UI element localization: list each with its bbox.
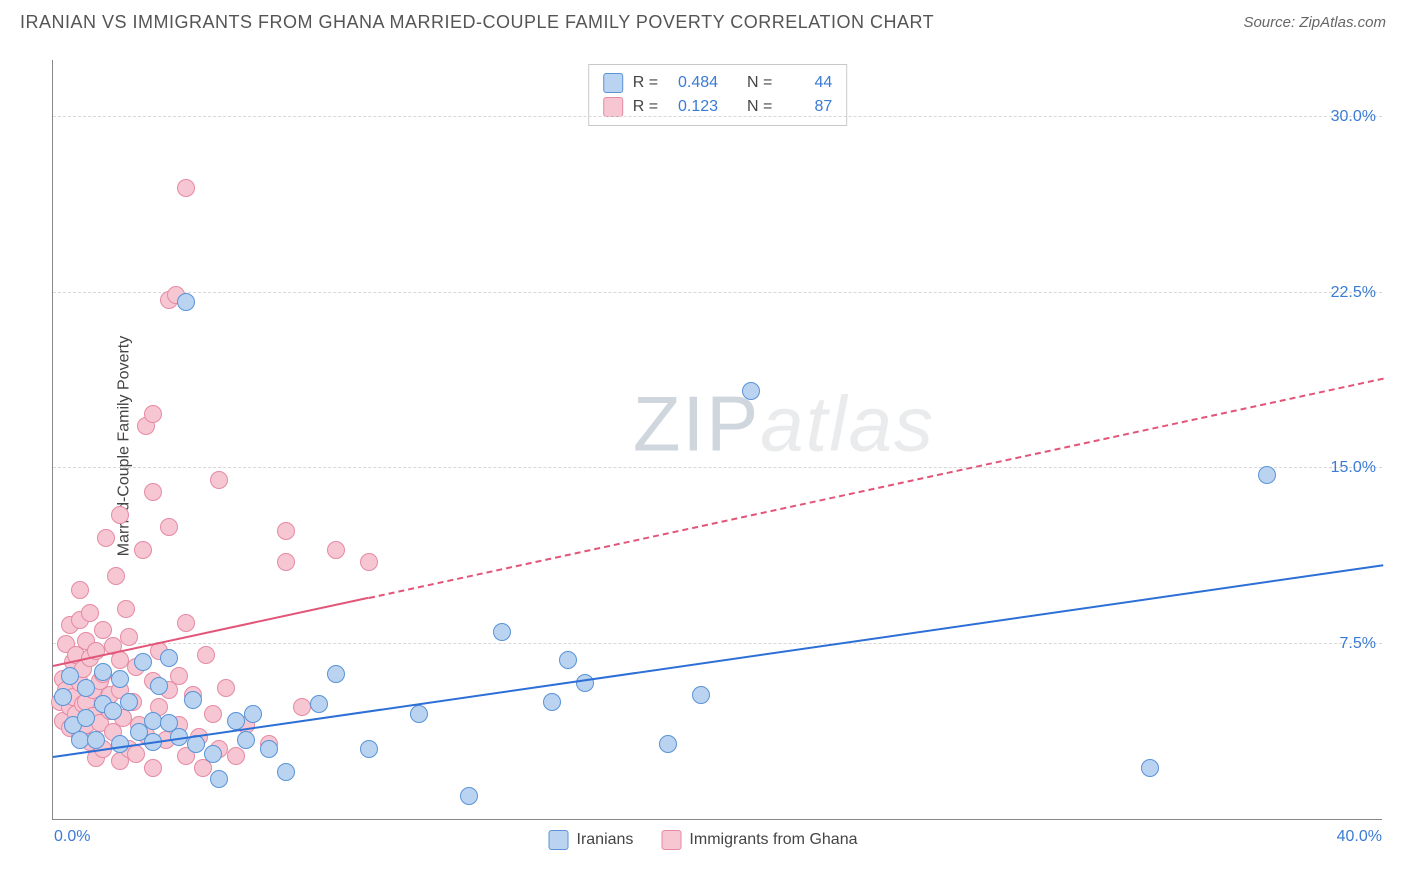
data-point: [104, 702, 122, 720]
data-point: [144, 712, 162, 730]
data-point: [277, 553, 295, 571]
gridline: [53, 116, 1382, 117]
data-point: [177, 293, 195, 311]
data-point: [160, 649, 178, 667]
data-point: [1141, 759, 1159, 777]
swatch-iranians: [603, 73, 623, 93]
gridline: [53, 467, 1382, 468]
data-point: [559, 651, 577, 669]
data-point: [144, 483, 162, 501]
data-point: [217, 679, 235, 697]
data-point: [61, 667, 79, 685]
y-tick-label: 7.5%: [1340, 635, 1376, 653]
data-point: [210, 471, 228, 489]
data-point: [134, 653, 152, 671]
trend-line: [53, 564, 1383, 758]
data-point: [1258, 466, 1276, 484]
data-point: [310, 695, 328, 713]
scatter-plot-area: ZIPatlas R = 0.484 N = 44 R = 0.123 N = …: [52, 60, 1382, 820]
legend-row-ghana: R = 0.123 N = 87: [603, 95, 833, 119]
data-point: [94, 621, 112, 639]
data-point: [170, 667, 188, 685]
data-point: [111, 670, 129, 688]
data-point: [81, 604, 99, 622]
legend-swatch-iranians: [549, 830, 569, 850]
data-point: [97, 529, 115, 547]
data-point: [127, 745, 145, 763]
x-axis-max-label: 40.0%: [1337, 828, 1382, 846]
data-point: [277, 522, 295, 540]
data-point: [177, 614, 195, 632]
y-tick-label: 22.5%: [1331, 284, 1376, 302]
data-point: [107, 567, 125, 585]
n-value-ghana: 87: [782, 95, 832, 119]
data-point: [327, 665, 345, 683]
data-point: [210, 770, 228, 788]
data-point: [184, 691, 202, 709]
y-tick-label: 15.0%: [1331, 459, 1376, 477]
data-point: [360, 740, 378, 758]
trend-line: [369, 377, 1384, 598]
data-point: [94, 663, 112, 681]
data-point: [150, 677, 168, 695]
data-point: [111, 506, 129, 524]
x-axis-min-label: 0.0%: [54, 828, 90, 846]
data-point: [543, 693, 561, 711]
data-point: [160, 518, 178, 536]
data-point: [204, 705, 222, 723]
data-point: [237, 731, 255, 749]
data-point: [204, 745, 222, 763]
data-point: [120, 628, 138, 646]
data-point: [460, 787, 478, 805]
data-point: [144, 405, 162, 423]
data-point: [244, 705, 262, 723]
data-point: [87, 731, 105, 749]
data-point: [742, 382, 760, 400]
data-point: [144, 759, 162, 777]
data-point: [293, 698, 311, 716]
swatch-ghana: [603, 97, 623, 117]
y-tick-label: 30.0%: [1331, 108, 1376, 126]
data-point: [177, 179, 195, 197]
r-value-ghana: 0.123: [668, 95, 718, 119]
data-point: [77, 709, 95, 727]
legend-label-iranians: Iranians: [577, 831, 634, 849]
chart-title: IRANIAN VS IMMIGRANTS FROM GHANA MARRIED…: [20, 12, 934, 33]
data-point: [77, 679, 95, 697]
n-value-iranians: 44: [782, 71, 832, 95]
data-point: [197, 646, 215, 664]
data-point: [227, 712, 245, 730]
series-legend: Iranians Immigrants from Ghana: [549, 830, 858, 850]
r-value-iranians: 0.484: [668, 71, 718, 95]
watermark-text: ZIPatlas: [633, 379, 935, 470]
gridline: [53, 292, 1382, 293]
data-point: [360, 553, 378, 571]
data-point: [134, 541, 152, 559]
data-point: [277, 763, 295, 781]
data-point: [260, 740, 278, 758]
data-point: [71, 581, 89, 599]
gridline: [53, 643, 1382, 644]
data-point: [493, 623, 511, 641]
data-point: [54, 688, 72, 706]
data-point: [576, 674, 594, 692]
legend-swatch-ghana: [661, 830, 681, 850]
data-point: [327, 541, 345, 559]
data-point: [692, 686, 710, 704]
data-point: [227, 747, 245, 765]
data-point: [117, 600, 135, 618]
legend-label-ghana: Immigrants from Ghana: [689, 831, 857, 849]
source-attribution: Source: ZipAtlas.com: [1243, 14, 1386, 31]
legend-row-iranians: R = 0.484 N = 44: [603, 71, 833, 95]
data-point: [111, 735, 129, 753]
data-point: [71, 731, 89, 749]
data-point: [659, 735, 677, 753]
data-point: [120, 693, 138, 711]
data-point: [410, 705, 428, 723]
